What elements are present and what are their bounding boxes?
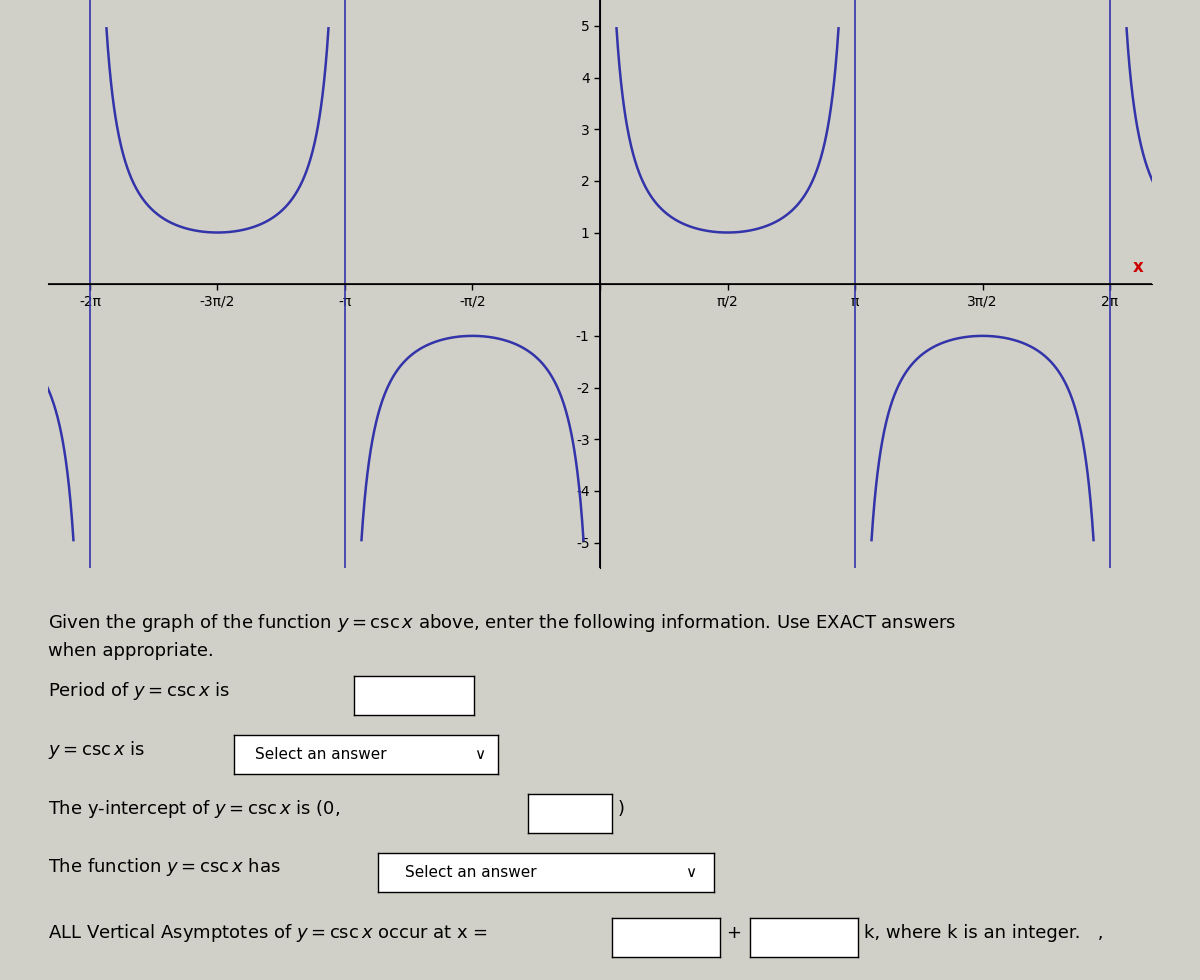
Text: Period of $y = \csc x$ is: Period of $y = \csc x$ is xyxy=(48,680,230,702)
Text: +: + xyxy=(726,924,742,942)
Text: The function $y = \csc x$ has: The function $y = \csc x$ has xyxy=(48,857,281,878)
Text: Select an answer: Select an answer xyxy=(256,747,386,762)
Text: x: x xyxy=(1133,259,1144,276)
Text: Select an answer: Select an answer xyxy=(404,864,536,880)
Text: $y = \csc x$ is: $y = \csc x$ is xyxy=(48,739,145,760)
Text: ∨: ∨ xyxy=(685,864,696,880)
Text: The y-intercept of $y = \csc x$ is (0,: The y-intercept of $y = \csc x$ is (0, xyxy=(48,798,341,819)
Text: ∨: ∨ xyxy=(474,747,485,762)
Text: Given the graph of the function $y = \csc x$ above, enter the following informat: Given the graph of the function $y = \cs… xyxy=(48,612,956,660)
Text: k, where k is an integer.   ,: k, where k is an integer. , xyxy=(864,924,1104,942)
Text: ): ) xyxy=(618,800,625,817)
Text: ALL Vertical Asymptotes of $y = \csc x$ occur at x =: ALL Vertical Asymptotes of $y = \csc x$ … xyxy=(48,922,488,944)
